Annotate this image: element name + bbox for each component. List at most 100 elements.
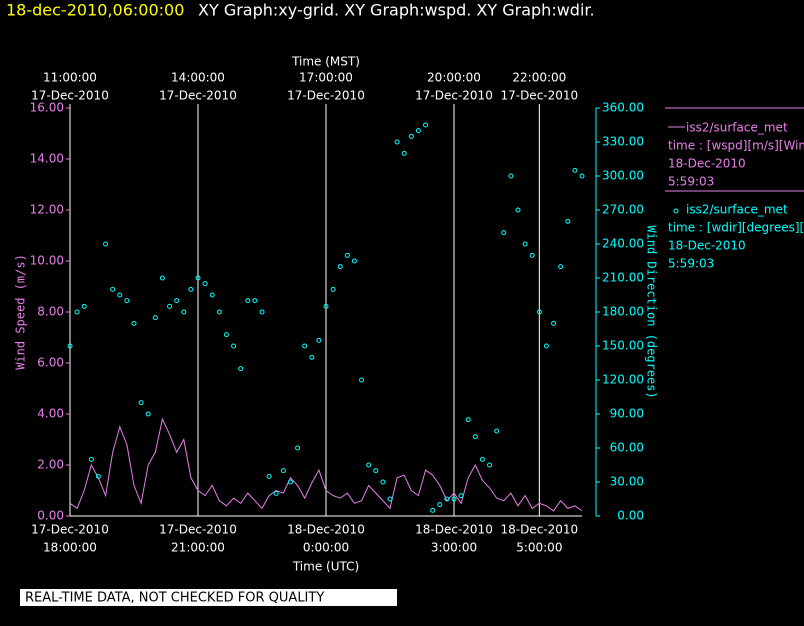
direction-point: [74, 309, 80, 315]
direction-point: [408, 133, 414, 139]
direction-point: [209, 292, 215, 298]
legend-detail: 18-Dec-2010: [668, 157, 746, 171]
direction-point: [351, 258, 357, 264]
x2-tick-label: 17-Dec-2010: [500, 89, 578, 103]
direction-point: [380, 479, 386, 485]
direction-point: [543, 343, 549, 349]
direction-point: [216, 309, 222, 315]
direction-point: [458, 493, 464, 499]
y2-axis-title: Wind Direction (degrees): [645, 225, 659, 398]
direction-point: [167, 303, 173, 309]
direction-point: [501, 230, 507, 236]
direction-point: [494, 428, 500, 434]
y2-tick-label: 150.00: [602, 339, 644, 353]
legend-detail: 5:59:03: [668, 175, 714, 189]
graph-list: XY Graph:xy-grid. XY Graph:wspd. XY Grap…: [198, 1, 595, 20]
direction-point: [330, 286, 336, 292]
legend-detail: 5:59:03: [668, 257, 714, 271]
direction-point: [437, 502, 443, 508]
speed-line: [69, 417, 583, 512]
direction-point: [394, 139, 400, 145]
direction-point: [430, 507, 436, 513]
x-tick-label: 3:00:00: [431, 541, 477, 555]
x-tick-label: 18-Dec-2010: [500, 523, 578, 537]
x2-tick-label: 17:00:00: [299, 71, 353, 85]
direction-point: [295, 445, 301, 451]
x2-tick-label: 17-Dec-2010: [31, 89, 109, 103]
direction-point: [202, 281, 208, 287]
direction-point: [323, 303, 329, 309]
x2-tick-label: 11:00:00: [43, 71, 97, 85]
direction-point: [159, 275, 165, 281]
direction-point: [103, 241, 109, 247]
direction-point: [231, 343, 237, 349]
direction-point: [529, 252, 535, 258]
y-tick-label: 12.00: [30, 203, 64, 217]
direction-point: [309, 354, 315, 360]
direction-point: [302, 343, 308, 349]
x-tick-label: 18-Dec-2010: [287, 523, 365, 537]
direction-point: [536, 309, 542, 315]
direction-point: [359, 377, 365, 383]
y2-tick-label: 90.00: [610, 407, 644, 421]
direction-point: [95, 473, 101, 479]
direction-point: [252, 298, 258, 304]
direction-point: [316, 337, 322, 343]
direction-point: [579, 173, 585, 179]
x-tick-label: 5:00:00: [516, 541, 562, 555]
direction-point: [465, 417, 471, 423]
direction-point: [487, 462, 493, 468]
legend-name: iss2/surface_met: [686, 121, 788, 135]
y2-tick-label: 300.00: [602, 169, 644, 183]
direction-point: [110, 286, 116, 292]
direction-point: [181, 309, 187, 315]
y2-tick-label: 30.00: [610, 475, 644, 489]
x2-axis-title: Time (MST): [291, 55, 360, 69]
direction-point: [81, 303, 87, 309]
y2-tick-label: 360.00: [602, 101, 644, 115]
direction-point: [145, 411, 151, 417]
direction-point: [479, 456, 485, 462]
x-tick-label: 18-Dec-2010: [415, 523, 493, 537]
direction-point: [472, 434, 478, 440]
x-tick-label: 21:00:00: [171, 541, 225, 555]
y-tick-label: 4.00: [37, 407, 64, 421]
y2-tick-label: 180.00: [602, 305, 644, 319]
x-axis-title: Time (UTC): [292, 560, 359, 574]
direction-point: [195, 275, 201, 281]
direction-point: [138, 400, 144, 406]
direction-point: [117, 292, 123, 298]
y2-tick-label: 240.00: [602, 237, 644, 251]
direction-point: [565, 218, 571, 224]
y-tick-label: 14.00: [30, 152, 64, 166]
notice-box: [20, 589, 397, 606]
y2-tick-label: 0.00: [617, 509, 644, 523]
direction-point: [572, 167, 578, 173]
direction-point: [223, 332, 229, 338]
y-tick-label: 16.00: [30, 101, 64, 115]
direction-point: [522, 241, 528, 247]
timestamp: 18-dec-2010,06:00:00: [6, 1, 184, 20]
direction-point: [266, 473, 272, 479]
direction-point: [280, 468, 286, 474]
direction-point: [444, 496, 450, 502]
direction-point: [551, 320, 557, 326]
direction-point: [344, 252, 350, 258]
direction-point: [67, 343, 73, 349]
x-tick-label: 0:00:00: [303, 541, 349, 555]
direction-point: [387, 496, 393, 502]
x-tick-label: 17-Dec-2010: [31, 523, 109, 537]
direction-point: [287, 479, 293, 485]
x-tick-label: 18:00:00: [43, 541, 97, 555]
legend-detail: time : [wdir][degrees][W: [668, 221, 804, 235]
y-tick-label: 10.00: [30, 254, 64, 268]
direction-point: [451, 496, 457, 502]
y2-tick-label: 60.00: [610, 441, 644, 455]
direction-point: [131, 320, 137, 326]
direction-point: [88, 456, 94, 462]
direction-point: [366, 462, 372, 468]
notice: REAL-TIME DATA, NOT CHECKED FOR QUALITY: [25, 591, 324, 606]
